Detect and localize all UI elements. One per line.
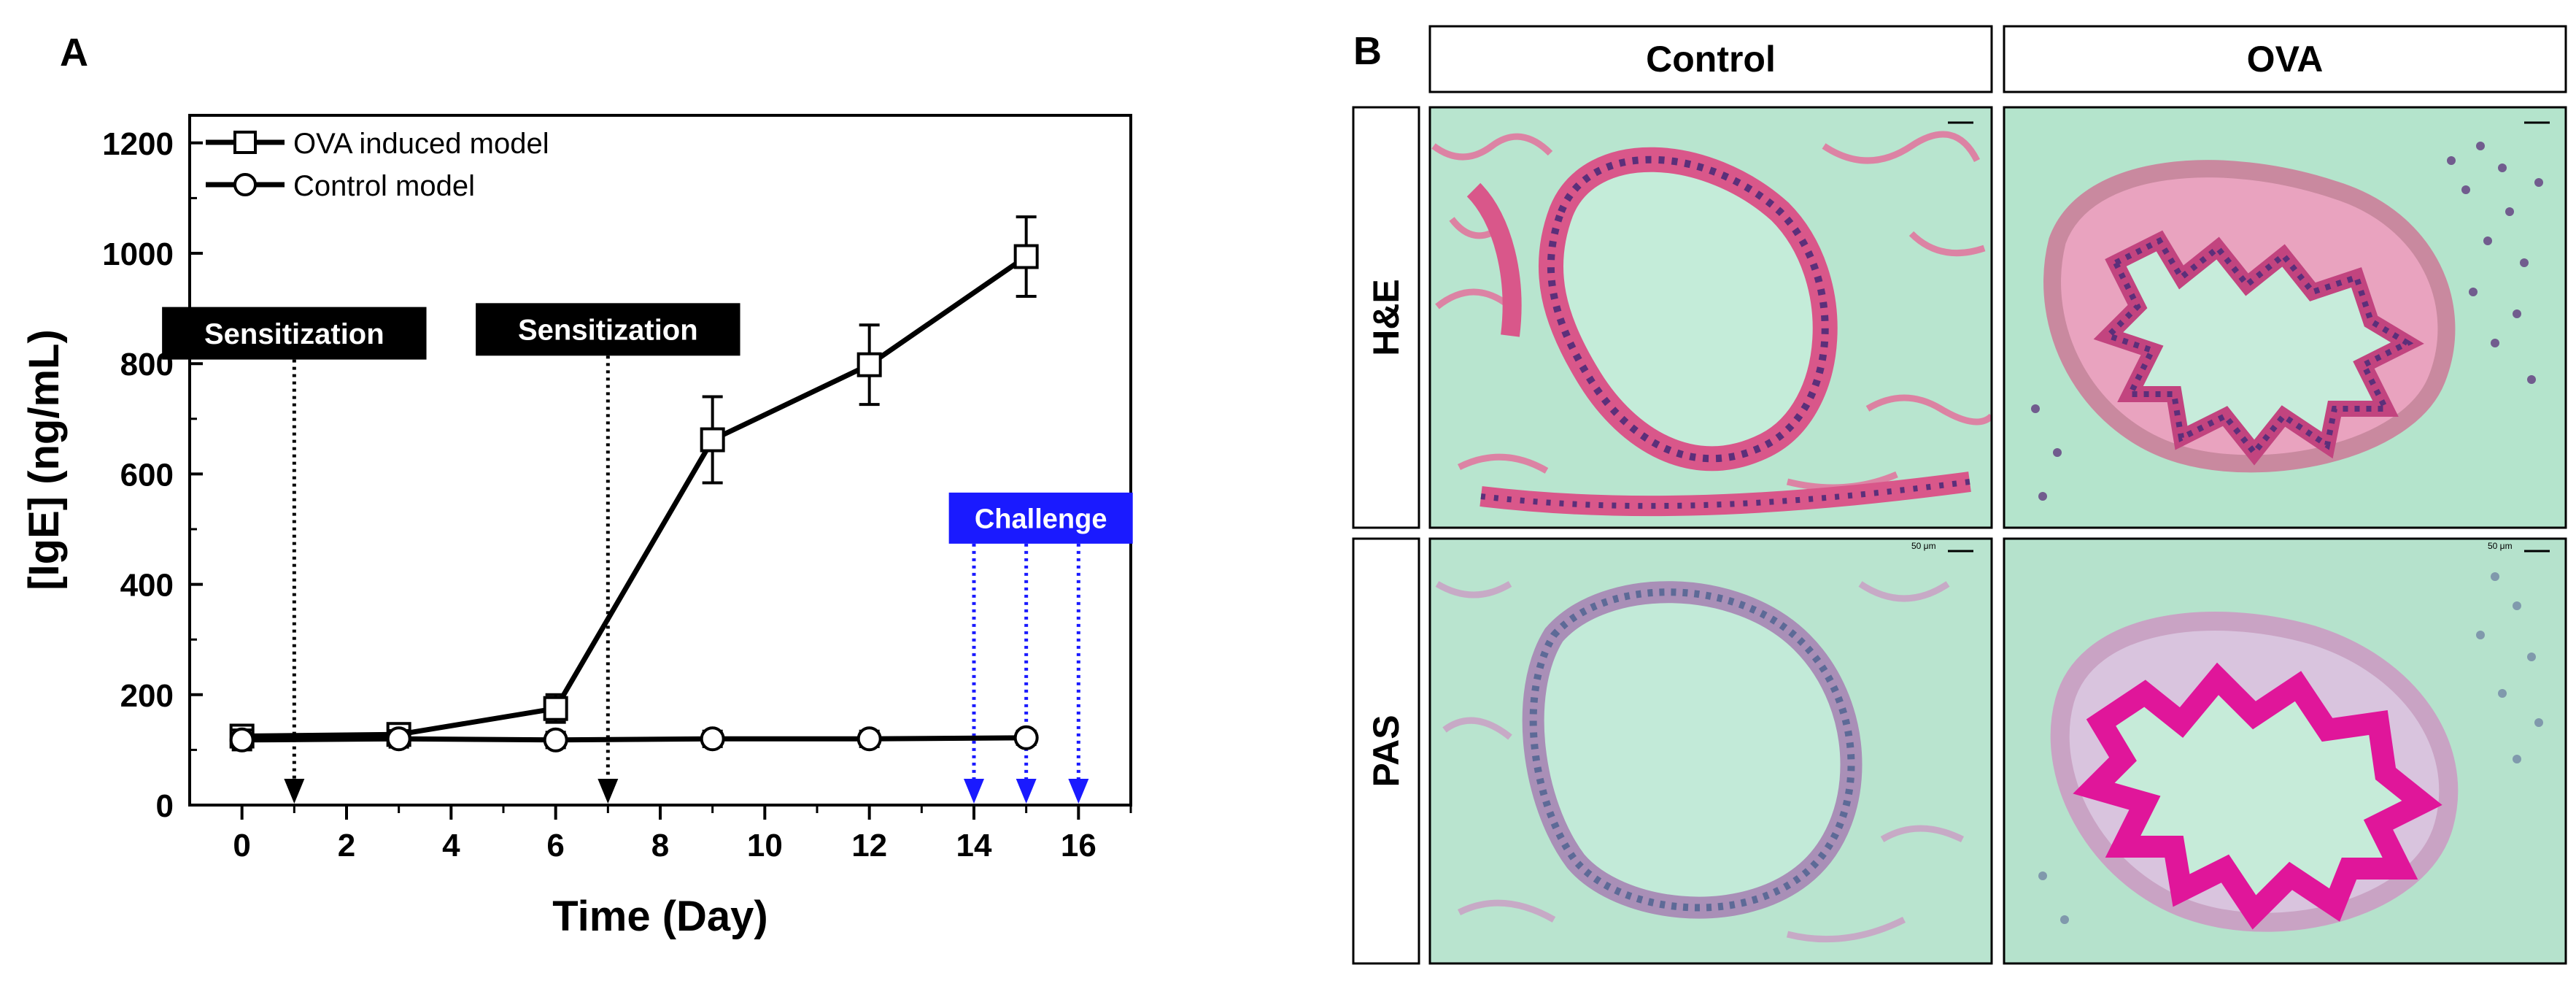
x-tick-label: 12	[851, 828, 887, 863]
annotation-box	[162, 307, 427, 360]
series-line	[241, 254, 1028, 739]
column-header-ova: OVA	[2247, 39, 2324, 80]
data-point-control	[543, 727, 568, 753]
down-arrow-icon	[597, 779, 619, 804]
x-tick-label: 8	[651, 828, 669, 863]
y-tick-label: 200	[120, 678, 174, 714]
down-arrow-icon	[964, 779, 984, 804]
panel-a-label: A	[60, 31, 88, 74]
y-axis-title: [IgE] (ng/mL)	[20, 329, 68, 590]
chart-legend: OVA induced model Control model	[206, 128, 549, 202]
column-header-box-ova	[2003, 25, 2567, 93]
y-tick-label: 1200	[102, 126, 174, 162]
annotation-box	[476, 303, 740, 356]
micrograph-frame-ova-he	[2003, 106, 2567, 529]
legend-circle-icon	[233, 173, 257, 196]
panel-b-label: B	[1353, 29, 1382, 73]
panel-b-histology-grid: B Control OVA H&E PAS	[1352, 25, 2567, 965]
y-tick-label: 1000	[102, 236, 174, 272]
data-point-control	[700, 726, 725, 752]
data-point-ova	[700, 427, 725, 453]
sensitization-label: Sensitization	[518, 315, 698, 347]
data-point-control	[229, 727, 255, 753]
y-tick-label: 0	[156, 788, 174, 824]
column-header-box-control	[1428, 25, 1993, 93]
micrograph-frame-ova-pas	[2003, 537, 2567, 965]
micrograph-frame-control-he	[1428, 106, 1993, 529]
x-tick-label: 14	[956, 828, 992, 863]
x-tick-label: 0	[233, 828, 250, 863]
x-tick-label: 16	[1061, 828, 1096, 863]
row-header-box-pas	[1352, 537, 1420, 965]
challenge-label: Challenge	[975, 504, 1107, 535]
scale-bar-label-control-pas: 50 μm	[1911, 541, 1936, 551]
down-arrow-icon	[1016, 779, 1037, 804]
legend-label: Control model	[293, 170, 475, 202]
sensitization-label: Sensitization	[204, 318, 384, 350]
legend-label: OVA induced model	[293, 128, 549, 160]
micrograph-control-pas: 50 μm	[1430, 539, 1992, 963]
data-point-control	[386, 726, 411, 752]
y-tick-label: 600	[120, 457, 174, 493]
data-point-control	[1013, 725, 1039, 750]
data-point-ova	[1013, 244, 1039, 269]
down-arrow-icon	[1068, 779, 1089, 804]
down-arrow-icon	[284, 779, 305, 804]
scale-bar-label-ova-pas: 50 μm	[2488, 541, 2513, 551]
column-header-control: Control	[1646, 39, 1776, 80]
row-header-pas: PAS	[1366, 715, 1407, 787]
micrograph-ova-he	[2004, 107, 2566, 528]
micrograph-ova-pas: 50 μm	[2004, 539, 2566, 963]
annotation-box	[948, 492, 1133, 544]
data-point-control	[856, 726, 882, 752]
x-tick-label: 6	[546, 828, 564, 863]
x-tick-label: 4	[442, 828, 460, 863]
y-tick-label: 400	[120, 568, 174, 604]
data-point-ova	[543, 696, 568, 721]
row-header-box-he	[1352, 106, 1420, 529]
annotation-layer: Sensitization Sensitization Challenge	[162, 303, 1133, 804]
data-point-ova	[856, 352, 882, 377]
x-axis-title: Time (Day)	[552, 893, 767, 940]
x-tick-label: 10	[747, 828, 783, 863]
legend-square-icon	[233, 131, 257, 154]
plot-frame	[188, 114, 1132, 807]
row-header-he: H&E	[1366, 279, 1407, 356]
x-axis: 0 2 4 6 8 10 12 14 16	[233, 805, 1132, 863]
micrograph-control-he	[1430, 107, 1992, 528]
series-layer	[229, 215, 1039, 753]
micrograph-frame-control-pas	[1428, 537, 1993, 965]
series-line	[241, 735, 1026, 743]
x-tick-label: 2	[338, 828, 355, 863]
